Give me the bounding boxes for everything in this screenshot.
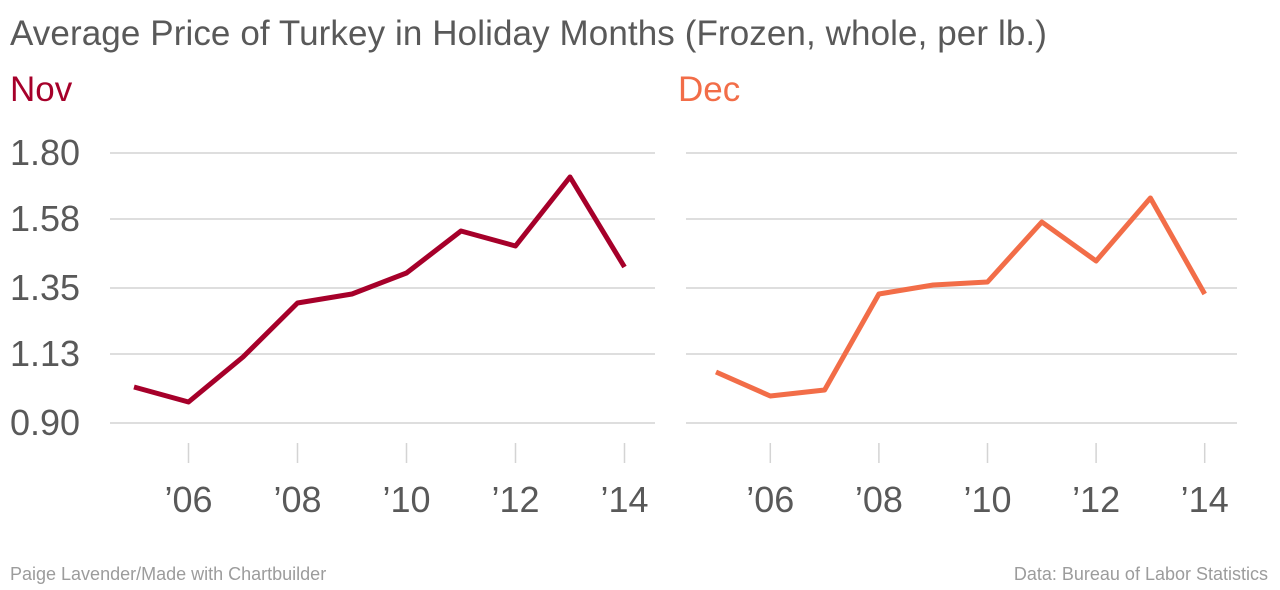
dec-x-tick-label: ’10 [963,479,1011,520]
dec-series-line [714,195,1207,399]
footer-source: Data: Bureau of Labor Statistics [1013,564,1268,584]
nov-series-line [133,174,627,405]
nov-x-tick-label: ’06 [164,479,212,520]
panel-title-nov: Nov [10,70,73,109]
nov-x-tick-label: ’10 [382,479,430,520]
y-tick-label: 0.90 [10,402,80,443]
nov-x-tick-label: ’12 [491,479,539,520]
footer-credit: Paige Lavender/Made with Chartbuilder [10,564,327,584]
dec-x-tick-label: ’08 [855,479,903,520]
dec-x-tick-label: ’06 [746,479,794,520]
y-tick-label: 1.58 [10,198,80,239]
y-tick-label: 1.80 [10,132,80,173]
nov-x-tick-label: ’08 [273,479,321,520]
dec-x-tick-label: ’12 [1072,479,1120,520]
panel-title-dec: Dec [678,70,741,109]
chart-title: Average Price of Turkey in Holiday Month… [10,14,1047,53]
nov-x-tick-label: ’14 [600,479,648,520]
y-tick-label: 1.35 [10,267,80,308]
dec-x-tick-label: ’14 [1181,479,1229,520]
y-tick-label: 1.13 [10,333,80,374]
